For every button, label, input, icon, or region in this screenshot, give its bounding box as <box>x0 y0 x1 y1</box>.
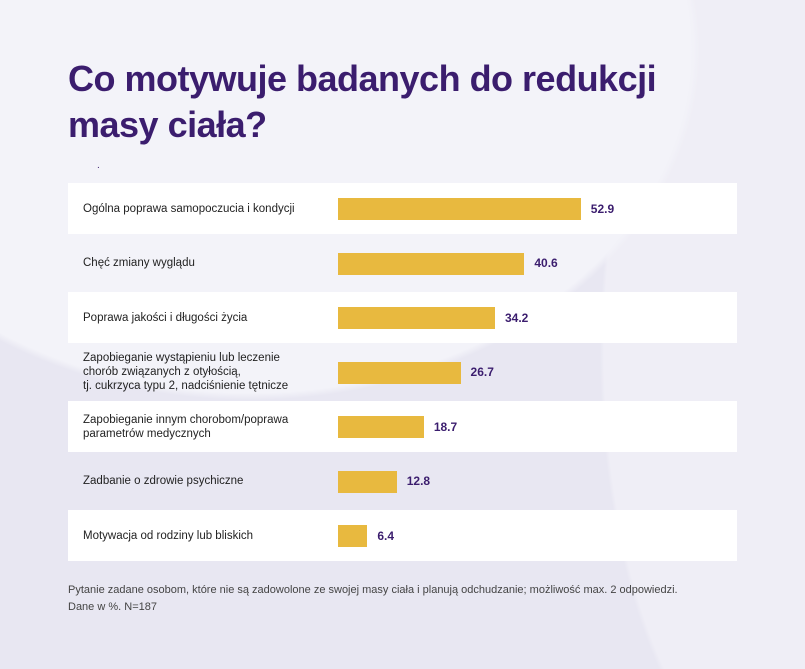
decorative-dot: . <box>97 160 100 171</box>
category-label: Ogólna poprawa samopoczucia i kondycji <box>83 202 295 215</box>
category-label: Poprawa jakości i długości życia <box>83 311 248 324</box>
chart-row: Zapobieganie wystąpieniu lub leczenie ch… <box>68 347 737 398</box>
chart-row: Chęć zmiany wyglądu 40.6 <box>68 238 737 289</box>
chart-row: Ogólna poprawa samopoczucia i kondycji 52… <box>68 183 737 234</box>
bar <box>338 416 424 438</box>
bar <box>338 470 397 493</box>
footnote: Pytanie zadane osobom, które nie są zado… <box>68 582 768 616</box>
value-label: 18.7 <box>433 419 458 434</box>
bar <box>338 252 525 275</box>
chart-row: Poprawa jakości i długości życia 34.2 <box>68 292 737 343</box>
category-label: Chęć zmiany wyglądu <box>83 257 195 269</box>
value-label: 40.6 <box>534 256 558 270</box>
value-label: 26.7 <box>470 365 494 379</box>
bar-chart: Ogólna poprawa samopoczucia i kondycji 52… <box>68 183 737 565</box>
category-label: Zapobieganie wystąpieniu lub leczenie ch… <box>83 352 289 392</box>
footnote-line: Pytanie zadane osobom, które nie są zado… <box>68 584 678 596</box>
chart-title: Co motywuje badanych do redukcji masy ci… <box>68 58 657 145</box>
value-label: 52.9 <box>590 201 615 216</box>
bar <box>338 198 581 220</box>
value-label: 12.8 <box>406 474 431 488</box>
bar <box>338 525 368 547</box>
value-label: 34.2 <box>504 310 529 325</box>
chart-row: Motywacja od rodziny lub bliskich 6.4 <box>68 510 737 561</box>
chart-row: Zadbanie o zdrowie psychiczne 12.8 <box>68 456 737 507</box>
bar <box>338 361 461 384</box>
footnote-line: Dane w %. N=187 <box>68 601 157 613</box>
category-label: Zapobieganie innym chorobom/poprawa para… <box>83 413 289 440</box>
category-label: Zadbanie o zdrowie psychiczne <box>83 475 244 487</box>
value-label: 6.4 <box>377 528 395 543</box>
category-label: Motywacja od rodziny lub bliskich <box>83 529 254 542</box>
chart-row: Zapobieganie innym chorobom/poprawa para… <box>68 401 737 452</box>
bar <box>338 307 495 329</box>
